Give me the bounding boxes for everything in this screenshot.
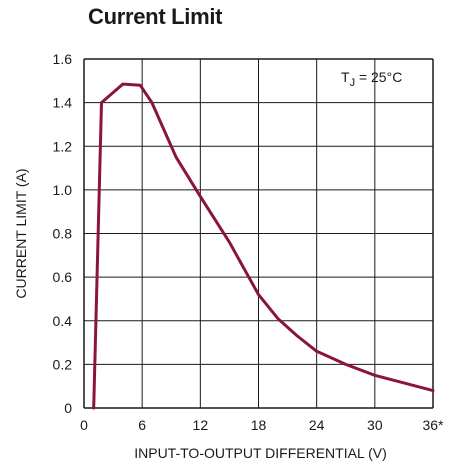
y-axis-label: CURRENT LIMIT (A) xyxy=(13,168,29,298)
annotation: TJ = 25°C xyxy=(341,69,402,89)
grid xyxy=(83,58,434,409)
y-tick-label: 0.8 xyxy=(53,226,73,242)
y-tick-label: 0.2 xyxy=(53,356,73,372)
y-tick-label: 1.4 xyxy=(53,95,73,111)
annotation-text: TJ = 25°C xyxy=(341,69,402,89)
y-tick-label: 0.6 xyxy=(53,269,73,285)
tick-labels: 0 6 12 18 24 30 36* 0 0.2 0.4 0.6 0.8 1.0 1.2 1.4 1.6 xyxy=(53,51,445,433)
y-tick-label: 1.2 xyxy=(53,138,73,154)
x-tick-label: 24 xyxy=(309,417,325,433)
x-axis-label: INPUT-TO-OUTPUT DIFFERENTIAL (V) xyxy=(134,445,387,461)
x-tick-label: 6 xyxy=(138,417,146,433)
series-line xyxy=(92,82,435,410)
x-tick-label: 30 xyxy=(367,417,383,433)
x-tick-label: 36* xyxy=(422,417,444,433)
y-tick-label: 0 xyxy=(64,400,72,416)
x-tick-label: 12 xyxy=(193,417,209,433)
chart-title: Current Limit xyxy=(88,4,223,29)
y-tick-label: 1.0 xyxy=(53,182,73,198)
x-tick-label: 18 xyxy=(251,417,267,433)
x-tick-label: 0 xyxy=(80,417,88,433)
y-tick-label: 1.6 xyxy=(53,51,73,67)
y-tick-label: 0.4 xyxy=(53,313,73,329)
